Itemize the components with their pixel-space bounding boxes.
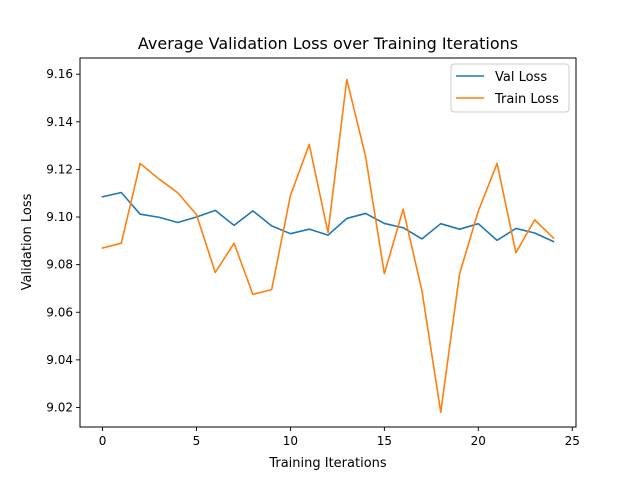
legend: Val Loss Train Loss [450, 63, 570, 113]
y-tick-label: 9.06 [46, 305, 73, 319]
plot-frame [79, 57, 577, 428]
y-tick-label: 9.08 [46, 258, 73, 272]
x-tick-label: 20 [471, 434, 486, 448]
plot-lines [101, 78, 555, 414]
y-axis-label: Validation Loss [20, 193, 35, 290]
x-tick-label: 5 [193, 434, 201, 448]
x-tick-label: 10 [283, 434, 298, 448]
x-tick-label: 25 [565, 434, 580, 448]
x-tick-label: 15 [377, 434, 392, 448]
legend-label-2: Train Loss [494, 92, 559, 107]
x-axis: 0 5 10 15 20 25 [99, 427, 580, 448]
y-tick-label: 9.14 [46, 115, 73, 129]
series-line-2 [101, 78, 555, 414]
y-tick-label: 9.02 [46, 400, 73, 414]
x-tick-label: 0 [99, 434, 107, 448]
x-axis-label: Training Iterations [268, 456, 387, 471]
y-axis: 9.02 9.04 9.06 9.08 9.10 9.12 9.14 9.16 [46, 67, 80, 414]
y-tick-label: 9.12 [46, 162, 73, 176]
y-tick-label: 9.16 [46, 67, 73, 81]
chart-title: Average Validation Loss over Training It… [138, 34, 518, 53]
y-tick-label: 9.10 [46, 210, 73, 224]
y-tick-label: 9.04 [46, 353, 73, 367]
legend-label-1: Val Loss [495, 70, 547, 85]
series-line-1 [101, 191, 555, 243]
